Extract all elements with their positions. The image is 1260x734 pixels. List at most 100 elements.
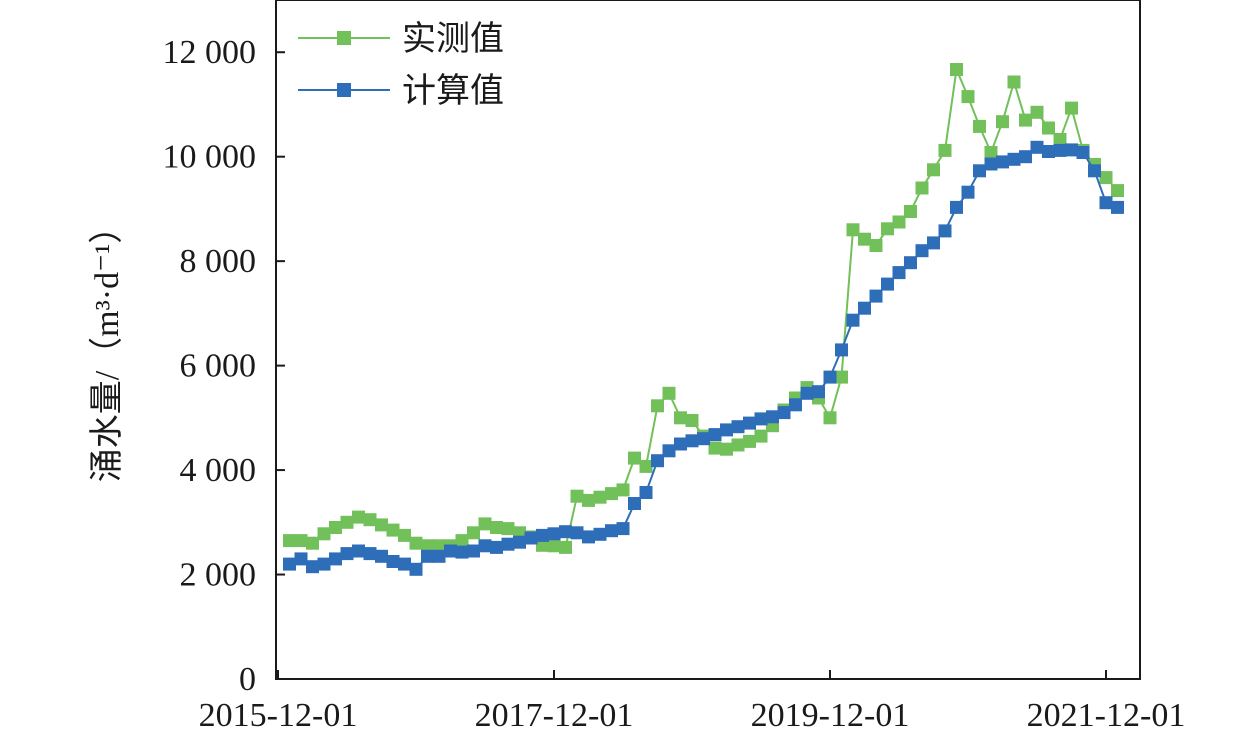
data-point bbox=[329, 552, 342, 566]
data-point bbox=[409, 562, 423, 576]
data-point bbox=[398, 557, 411, 571]
data-point bbox=[1099, 196, 1113, 210]
data-point bbox=[536, 528, 549, 542]
data-point bbox=[697, 432, 710, 446]
data-point bbox=[777, 406, 791, 420]
data-point bbox=[938, 224, 952, 238]
data-point bbox=[513, 535, 526, 549]
data-point bbox=[846, 313, 860, 327]
data-point bbox=[582, 530, 595, 544]
data-point bbox=[892, 266, 906, 280]
data-point bbox=[651, 399, 664, 413]
data-point bbox=[639, 459, 653, 473]
x-tick-label: 2021-12-01 bbox=[1027, 697, 1186, 734]
y-tick-label: 2 000 bbox=[180, 557, 257, 594]
data-point bbox=[720, 423, 733, 437]
data-point bbox=[467, 544, 480, 558]
data-point bbox=[444, 544, 457, 558]
data-point bbox=[708, 441, 722, 455]
data-point bbox=[662, 386, 676, 400]
y-tick-label: 6 000 bbox=[180, 348, 257, 385]
data-point bbox=[869, 239, 883, 252]
data-point bbox=[1007, 152, 1021, 166]
data-point bbox=[835, 343, 848, 357]
x-tick-label: 2019-12-01 bbox=[751, 697, 910, 734]
data-point bbox=[421, 539, 434, 553]
data-point bbox=[984, 157, 998, 171]
data-point bbox=[881, 277, 894, 291]
data-point bbox=[996, 155, 1009, 169]
data-point bbox=[950, 63, 963, 76]
y-tick-label: 10 000 bbox=[163, 139, 257, 176]
data-point bbox=[593, 527, 607, 541]
data-point bbox=[1019, 113, 1032, 127]
data-point bbox=[720, 442, 733, 456]
data-point bbox=[559, 525, 572, 539]
data-point bbox=[340, 515, 354, 529]
data-point bbox=[858, 301, 871, 315]
y-tick-label: 12 000 bbox=[163, 34, 257, 71]
data-point bbox=[432, 549, 446, 563]
data-point bbox=[352, 544, 365, 558]
data-point bbox=[1065, 101, 1078, 115]
data-point bbox=[904, 205, 917, 218]
data-point bbox=[375, 549, 388, 563]
data-point bbox=[1065, 143, 1078, 157]
data-point bbox=[294, 534, 308, 548]
data-point bbox=[961, 185, 975, 199]
data-point bbox=[1099, 171, 1113, 185]
data-point bbox=[823, 411, 837, 425]
data-point bbox=[317, 527, 331, 541]
data-point bbox=[1111, 200, 1124, 214]
y-tick-label: 0 bbox=[239, 661, 256, 698]
data-point bbox=[858, 232, 871, 246]
data-point bbox=[294, 552, 308, 566]
data-point bbox=[386, 523, 400, 537]
data-point bbox=[1030, 140, 1044, 154]
data-point bbox=[524, 531, 538, 545]
data-point bbox=[582, 493, 595, 507]
data-point bbox=[490, 521, 503, 534]
data-point bbox=[570, 526, 584, 540]
data-point bbox=[996, 115, 1009, 129]
x-tick-label: 2015-12-01 bbox=[199, 697, 358, 734]
data-point bbox=[306, 560, 319, 574]
data-point bbox=[674, 411, 687, 425]
data-point bbox=[869, 289, 883, 303]
data-point bbox=[651, 454, 664, 468]
y-axis-label: 涌水量/（m³·d⁻¹） bbox=[88, 210, 126, 483]
data-point bbox=[789, 398, 802, 412]
y-tick-label: 8 000 bbox=[180, 243, 257, 280]
data-point bbox=[1042, 121, 1055, 135]
series-line bbox=[289, 146, 1118, 571]
data-point bbox=[754, 412, 768, 426]
data-point bbox=[283, 557, 296, 571]
data-point bbox=[927, 163, 940, 177]
data-point bbox=[455, 534, 469, 548]
data-point bbox=[306, 536, 319, 550]
data-point bbox=[1030, 105, 1044, 119]
data-point bbox=[559, 540, 572, 554]
data-point bbox=[835, 370, 848, 384]
data-point bbox=[340, 547, 354, 561]
data-point bbox=[823, 370, 837, 384]
data-point bbox=[662, 444, 676, 458]
data-point bbox=[1019, 150, 1032, 164]
legend-label: 计算值 bbox=[402, 72, 504, 110]
series-1 bbox=[283, 63, 1124, 554]
y-tick-label: 4 000 bbox=[180, 452, 257, 489]
data-point bbox=[743, 434, 756, 448]
data-point bbox=[927, 236, 940, 250]
data-point bbox=[570, 489, 584, 503]
data-point bbox=[754, 429, 768, 443]
plot-frame bbox=[275, 0, 1141, 680]
data-point bbox=[616, 483, 630, 497]
data-point bbox=[421, 549, 434, 563]
data-point bbox=[685, 434, 699, 448]
data-point bbox=[984, 146, 998, 159]
data-point bbox=[363, 547, 377, 561]
data-point bbox=[685, 414, 699, 427]
data-point bbox=[317, 557, 331, 571]
data-point bbox=[455, 545, 469, 559]
